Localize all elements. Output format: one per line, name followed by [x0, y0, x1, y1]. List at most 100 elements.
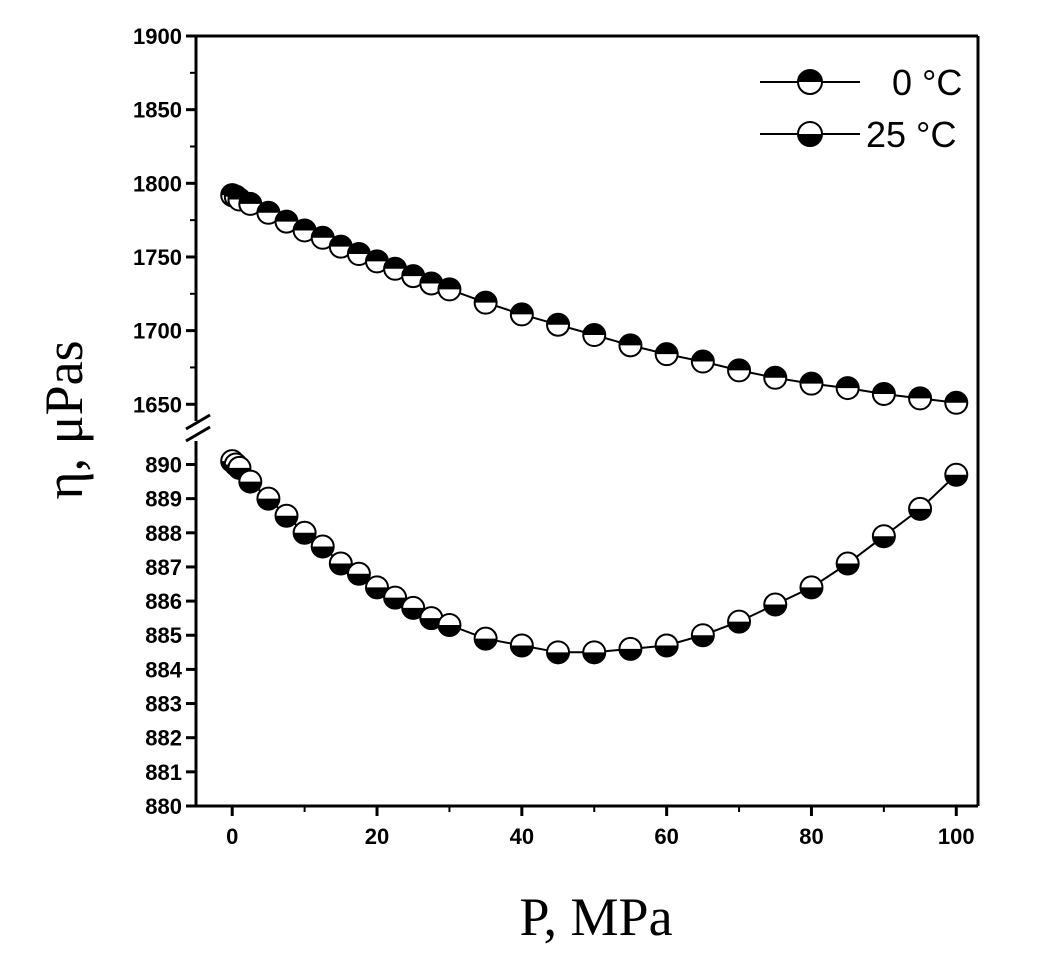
- marker-outline: [727, 609, 752, 634]
- data-point-series-1: [618, 636, 643, 661]
- marker-outline: [292, 520, 317, 545]
- marker-outline: [546, 640, 571, 665]
- marker-outline: [797, 121, 823, 147]
- data-point-series-0: [763, 365, 788, 390]
- marker-outline: [437, 613, 462, 637]
- data-point-series-1: [582, 640, 607, 665]
- legend-label-0c: 0 °C: [892, 62, 962, 103]
- series-line-0: [231, 194, 957, 404]
- marker-outline: [346, 561, 371, 586]
- marker-fill-half: [384, 257, 407, 269]
- y-tick-label-upper: 1900: [133, 24, 182, 49]
- marker-fill-half: [420, 618, 443, 630]
- marker-outline: [238, 469, 263, 494]
- x-tick-label: 20: [365, 824, 389, 849]
- marker-outline: [256, 486, 281, 511]
- marker-outline: [871, 524, 896, 549]
- y-tick-label-upper: 1850: [133, 98, 182, 123]
- y-tick-label-lower: 886: [145, 589, 182, 614]
- x-axis-title: P, MPa: [519, 887, 672, 947]
- marker-fill-half: [798, 70, 822, 82]
- marker-fill-half: [872, 536, 895, 548]
- data-point-series-1: [310, 534, 335, 559]
- marker-fill-half: [798, 134, 822, 146]
- marker-fill-half: [800, 372, 823, 384]
- marker-fill-half: [438, 278, 461, 290]
- marker-outline: [654, 342, 679, 367]
- marker-fill-half: [510, 645, 533, 657]
- marker-outline: [727, 358, 752, 383]
- marker-outline: [871, 381, 896, 406]
- marker-fill-half: [764, 366, 787, 378]
- marker-fill-half: [583, 324, 606, 336]
- marker-fill-half: [293, 532, 316, 544]
- y-tick-label-lower: 880: [145, 794, 182, 819]
- data-point-series-0: [509, 302, 534, 327]
- data-point-series-1: [328, 551, 353, 576]
- y-tick-label-upper: 1650: [133, 392, 182, 417]
- marker-fill-half: [384, 597, 407, 609]
- y-tick-label-upper: 1800: [133, 171, 182, 196]
- data-point-series-0: [365, 249, 390, 274]
- series-lines: [231, 194, 957, 654]
- marker-fill-half: [764, 604, 787, 616]
- marker-fill-half: [474, 638, 497, 650]
- data-point-series-0: [292, 218, 317, 243]
- marker-fill-half: [728, 621, 751, 633]
- marker-outline: [908, 386, 933, 411]
- marker-fill-half: [347, 243, 370, 255]
- marker-outline: [310, 534, 335, 559]
- marker-outline: [908, 496, 933, 521]
- marker-outline: [473, 626, 498, 651]
- marker-fill-half: [257, 498, 280, 510]
- data-point-series-0: [908, 386, 933, 411]
- data-point-series-1: [274, 503, 299, 528]
- data-point-series-0: [618, 333, 643, 358]
- data-point-series-1: [346, 561, 371, 586]
- data-point-series-0: [346, 242, 371, 267]
- marker-fill-half: [945, 391, 968, 403]
- axis-break-mark: [185, 425, 211, 443]
- y-tick-label-lower: 889: [145, 487, 182, 512]
- marker-outline: [437, 277, 462, 302]
- marker-outline: [383, 585, 408, 610]
- marker-outline: [763, 365, 788, 390]
- marker-outline: [690, 349, 715, 374]
- marker-fill-half: [583, 652, 606, 664]
- marker-fill-half: [474, 291, 497, 303]
- x-tick-label: 0: [226, 824, 238, 849]
- y-tick-label-lower: 888: [145, 521, 182, 546]
- data-point-series-0: [238, 191, 263, 216]
- data-point-series-0: [546, 312, 571, 337]
- x-tick-label: 40: [510, 824, 534, 849]
- marker-outline: [944, 390, 969, 415]
- data-point-series-0: [835, 376, 860, 401]
- y-tick-label-upper: 1700: [133, 319, 182, 344]
- marker-outline: [328, 551, 353, 576]
- data-point-series-0: [437, 277, 462, 302]
- marker-outline: [797, 69, 823, 95]
- marker-outline: [618, 636, 643, 661]
- data-point-series-1: [509, 633, 534, 658]
- y-axis-title: η, μPas: [34, 340, 94, 499]
- data-point-series-1: [835, 551, 860, 576]
- axis-ticks: 0 20 40 60 80 100 1650 1700 1750 1800 1850 1900 880 8…: [133, 24, 975, 849]
- data-point-series-0: [582, 323, 607, 348]
- marker-fill-half: [329, 563, 352, 575]
- data-point-series-0: [944, 390, 969, 415]
- data-point-series-1: [292, 520, 317, 545]
- marker-fill-half: [257, 201, 280, 213]
- data-point-series-0: [401, 264, 426, 289]
- data-point-series-1: [944, 462, 969, 487]
- data-markers: [220, 183, 969, 665]
- data-point-series-0: [690, 349, 715, 374]
- data-point-series-0: [473, 290, 498, 315]
- marker-fill-half: [366, 250, 389, 262]
- marker-outline: [473, 290, 498, 315]
- x-tick-label: 100: [938, 824, 975, 849]
- data-point-series-1: [690, 623, 715, 648]
- marker-fill-half: [510, 303, 533, 315]
- marker-outline: [274, 503, 299, 528]
- y-tick-label-lower: 885: [145, 623, 182, 648]
